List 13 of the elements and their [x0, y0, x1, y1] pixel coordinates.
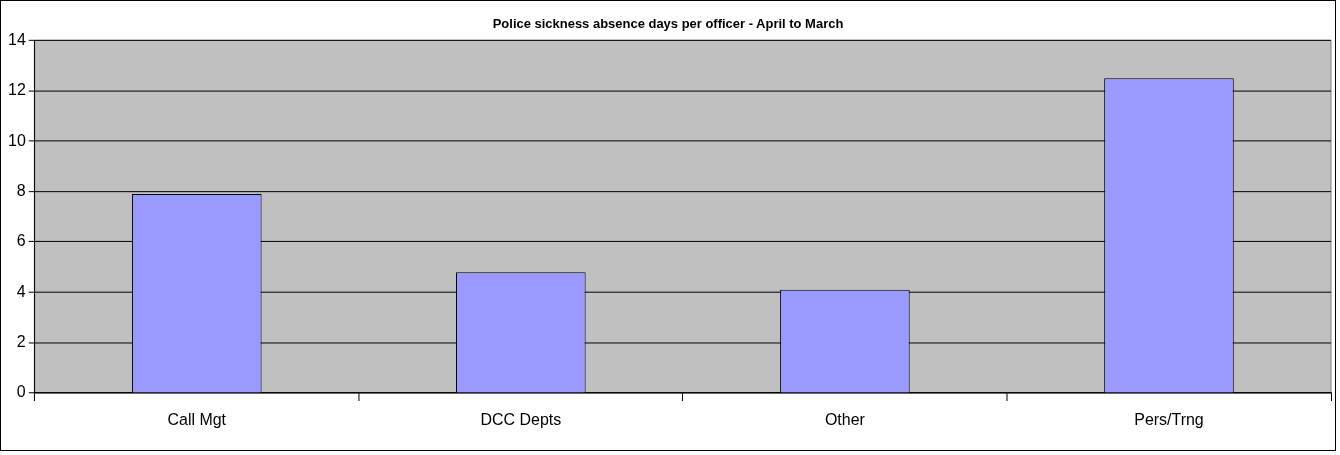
y-tick-label: 8: [16, 181, 26, 199]
x-tick-label: Pers/Trng: [1134, 410, 1204, 428]
y-tick-label: 10: [8, 131, 26, 149]
x-tick-label: Other: [824, 410, 866, 428]
y-tick-label: 4: [16, 282, 26, 300]
y-tick-label: 14: [8, 30, 26, 48]
y-tick-label: 0: [16, 383, 26, 401]
y-tick-label: 12: [8, 81, 26, 99]
y-tick-label: 6: [16, 232, 26, 250]
x-tick-label: DCC Depts: [480, 410, 562, 428]
x-tick-label: Call Mgt: [167, 410, 227, 428]
y-tick-label: 2: [16, 333, 26, 351]
chart-title: Police sickness absence days per officer - April to March: [492, 16, 844, 32]
